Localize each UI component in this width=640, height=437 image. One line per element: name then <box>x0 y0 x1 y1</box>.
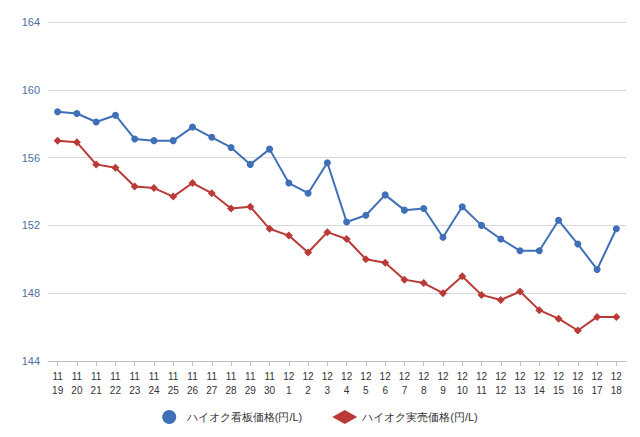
svg-text:12: 12 <box>380 371 392 382</box>
svg-text:12: 12 <box>495 385 507 396</box>
svg-text:12: 12 <box>322 371 334 382</box>
svg-text:12: 12 <box>399 371 411 382</box>
svg-text:12: 12 <box>495 371 507 382</box>
svg-text:12: 12 <box>437 371 449 382</box>
svg-text:12: 12 <box>553 371 565 382</box>
svg-text:6: 6 <box>382 385 388 396</box>
svg-text:12: 12 <box>418 371 430 382</box>
svg-text:12: 12 <box>283 371 295 382</box>
svg-text:25: 25 <box>168 385 180 396</box>
svg-text:12: 12 <box>341 371 353 382</box>
svg-text:10: 10 <box>457 385 469 396</box>
svg-text:12: 12 <box>572 371 584 382</box>
svg-text:12: 12 <box>514 371 526 382</box>
svg-text:12: 12 <box>611 371 623 382</box>
svg-text:11: 11 <box>264 371 275 382</box>
svg-text:8: 8 <box>421 385 427 396</box>
svg-text:152: 152 <box>22 219 40 231</box>
svg-text:3: 3 <box>325 385 331 396</box>
svg-text:22: 22 <box>110 385 122 396</box>
svg-text:11: 11 <box>91 371 102 382</box>
svg-text:11: 11 <box>226 371 237 382</box>
svg-text:26: 26 <box>187 385 199 396</box>
svg-text:11: 11 <box>187 371 198 382</box>
svg-text:12: 12 <box>360 371 372 382</box>
svg-text:11: 11 <box>168 371 179 382</box>
svg-text:18: 18 <box>611 385 623 396</box>
svg-text:11: 11 <box>245 371 256 382</box>
svg-text:27: 27 <box>206 385 218 396</box>
svg-text:12: 12 <box>592 371 604 382</box>
svg-text:11: 11 <box>110 371 121 382</box>
svg-text:11: 11 <box>52 371 63 382</box>
svg-text:15: 15 <box>553 385 565 396</box>
svg-text:19: 19 <box>52 385 64 396</box>
svg-text:2: 2 <box>305 385 311 396</box>
svg-text:ハイオク実売価格(円/L): ハイオク実売価格(円/L) <box>361 411 478 423</box>
svg-text:11: 11 <box>149 371 160 382</box>
svg-text:13: 13 <box>514 385 526 396</box>
svg-text:11: 11 <box>207 371 218 382</box>
svg-text:1: 1 <box>286 385 292 396</box>
svg-text:14: 14 <box>534 385 546 396</box>
svg-text:12: 12 <box>476 371 488 382</box>
svg-text:11: 11 <box>476 385 487 396</box>
svg-text:4: 4 <box>344 385 350 396</box>
svg-text:21: 21 <box>91 385 103 396</box>
svg-text:11: 11 <box>130 371 141 382</box>
svg-text:30: 30 <box>264 385 276 396</box>
svg-text:12: 12 <box>457 371 469 382</box>
svg-text:7: 7 <box>402 385 408 396</box>
svg-text:9: 9 <box>440 385 446 396</box>
svg-text:164: 164 <box>22 16 40 28</box>
svg-text:20: 20 <box>71 385 83 396</box>
svg-text:17: 17 <box>592 385 604 396</box>
svg-text:12: 12 <box>534 371 546 382</box>
svg-text:160: 160 <box>22 84 40 96</box>
svg-text:23: 23 <box>129 385 141 396</box>
svg-text:24: 24 <box>148 385 160 396</box>
svg-text:16: 16 <box>572 385 584 396</box>
svg-text:28: 28 <box>225 385 237 396</box>
svg-text:5: 5 <box>363 385 369 396</box>
svg-text:156: 156 <box>22 152 40 164</box>
svg-text:12: 12 <box>303 371 315 382</box>
svg-text:148: 148 <box>22 287 40 299</box>
svg-text:11: 11 <box>72 371 83 382</box>
svg-text:ハイオク看板価格(円/L): ハイオク看板価格(円/L) <box>186 411 303 423</box>
svg-text:29: 29 <box>245 385 257 396</box>
svg-text:144: 144 <box>22 355 40 367</box>
